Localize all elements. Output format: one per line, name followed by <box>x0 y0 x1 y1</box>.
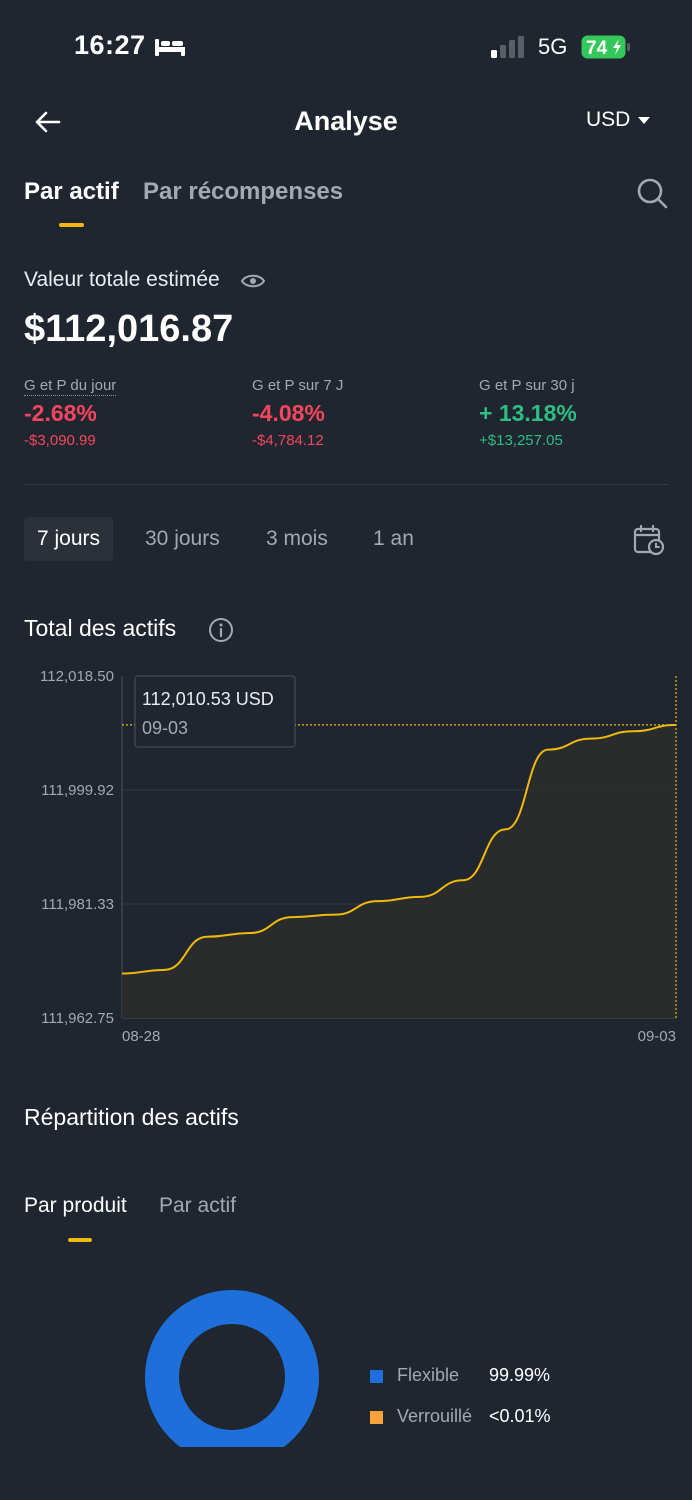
y-tick-label: 112,018.50 <box>40 668 114 685</box>
pnl-day-abs: -$3,090.99 <box>24 432 96 449</box>
chart-tooltip <box>134 675 296 748</box>
period-1-an[interactable]: 1 an <box>373 527 414 550</box>
tab-indicator <box>59 223 84 227</box>
sleep-focus-icon <box>155 39 185 56</box>
subtab-indicator <box>68 1238 92 1242</box>
pnl-day-label[interactable]: G et P du jour <box>24 377 117 396</box>
legend-verrouille: Verrouillé <0.01% <box>370 1403 670 1433</box>
allocation-donut-chart <box>145 1290 319 1447</box>
subtab-par-actif[interactable]: Par actif <box>159 1194 237 1217</box>
legend-flexible: Flexible 99.99% <box>370 1362 670 1392</box>
network-label: 5G <box>538 34 568 59</box>
pnl-7d-label: G et P sur 7 J <box>252 377 344 394</box>
x-tick-label: 09-03 <box>638 1028 676 1045</box>
pnl-7d-pct: -4.08% <box>252 400 325 426</box>
currency-selector[interactable]: USD <box>586 108 631 131</box>
pnl-30d-pct: + 13.18% <box>479 400 577 426</box>
battery-icon: 74 <box>581 35 630 59</box>
x-tick-label: 08-28 <box>122 1028 160 1045</box>
chevron-down-icon[interactable] <box>638 117 650 125</box>
info-icon[interactable] <box>208 617 234 643</box>
divider <box>24 484 668 485</box>
chart-area-fill <box>122 724 676 1018</box>
allocation-title: Répartition des actifs <box>24 1104 239 1130</box>
tooltip-date: 09-03 <box>142 718 188 738</box>
legend-swatch-flexible <box>370 1370 383 1383</box>
pnl-day-pct: -2.68% <box>24 400 97 426</box>
calendar-clock-icon[interactable] <box>633 524 665 556</box>
legend-name-flexible: Flexible <box>397 1365 460 1385</box>
tooltip-value: 112,010.53 USD <box>142 689 274 709</box>
period-7-jours[interactable]: 7 jours <box>24 517 114 561</box>
signal-icon <box>491 36 524 58</box>
y-tick-label: 111,981.33 <box>41 896 114 913</box>
chart-line <box>121 723 677 975</box>
pnl-30d-abs: +$13,257.05 <box>479 432 563 449</box>
page-title: Analyse <box>294 106 398 136</box>
period-30-jours[interactable]: 30 jours <box>145 527 220 550</box>
legend-name-verrouille: Verrouillé <box>397 1406 473 1426</box>
tab-par-recompenses[interactable]: Par récompenses <box>143 178 344 205</box>
total-value-label: Valeur totale estimée <box>24 268 220 291</box>
eye-icon[interactable] <box>240 271 266 291</box>
pnl-30d-label: G et P sur 30 j <box>479 377 575 394</box>
y-tick-label: 111,962.75 <box>41 1010 114 1027</box>
back-arrow-icon[interactable] <box>34 108 62 136</box>
battery-level: 74 <box>586 38 608 59</box>
pnl-7d-abs: -$4,784.12 <box>252 432 324 449</box>
y-tick-label: 111,999.92 <box>41 782 114 799</box>
total-value-amount: $112,016.87 <box>24 308 234 350</box>
assets-chart[interactable]: 112,018.50 111,999.92 111,981.33 111,962.75… <box>0 660 692 1060</box>
period-3-mois[interactable]: 3 mois <box>266 527 328 550</box>
chart-title: Total des actifs <box>24 615 177 641</box>
subtab-par-produit[interactable]: Par produit <box>24 1194 127 1217</box>
search-icon[interactable] <box>636 177 668 209</box>
legend-swatch-verrouille <box>370 1411 383 1424</box>
legend-value-flexible: 99.99% <box>489 1365 551 1385</box>
legend-value-verrouille: <0.01% <box>489 1406 551 1426</box>
status-time: 16:27 <box>74 30 146 60</box>
tab-par-actif[interactable]: Par actif <box>24 178 119 205</box>
